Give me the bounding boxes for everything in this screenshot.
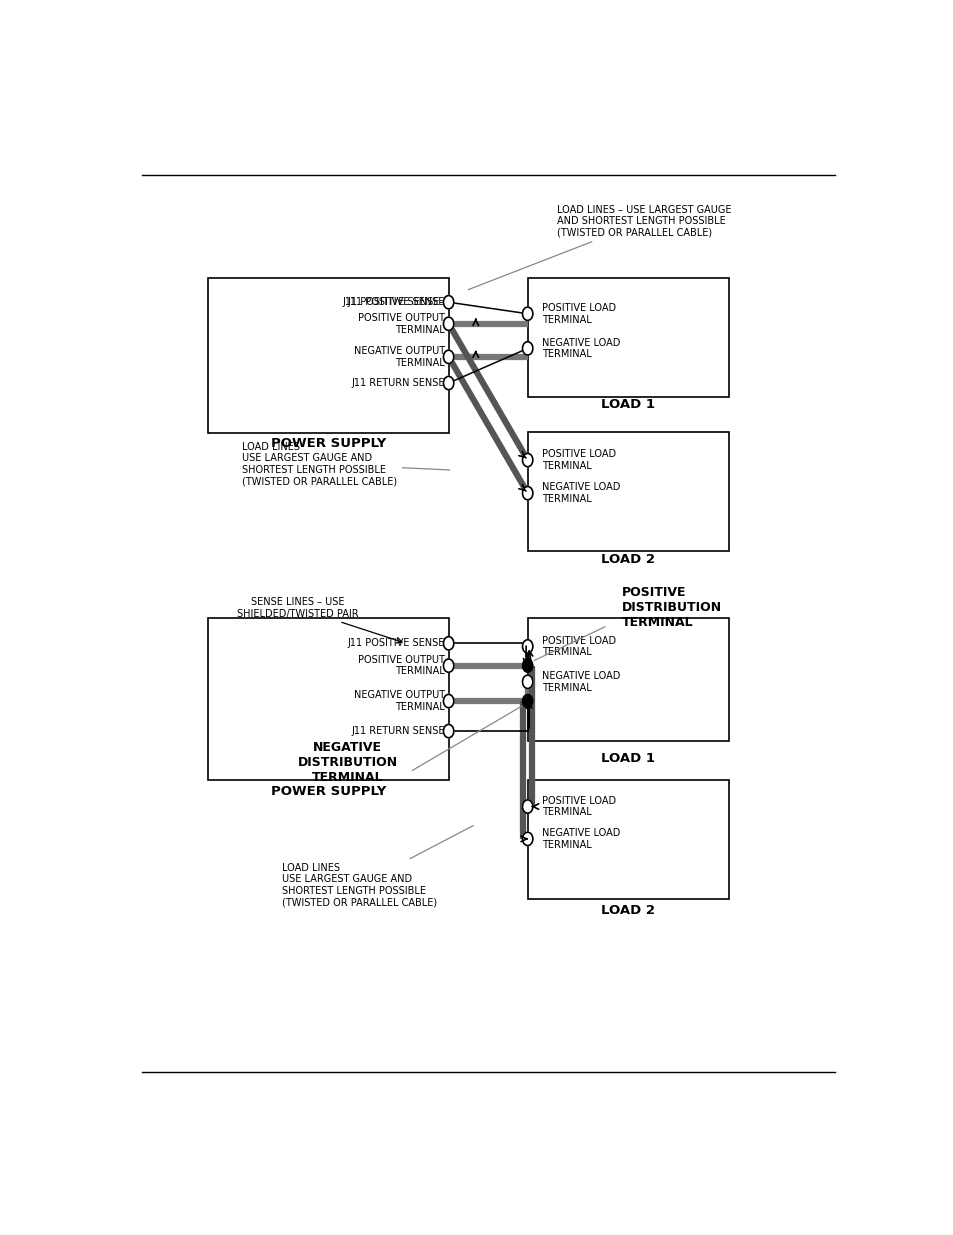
Circle shape (443, 295, 454, 309)
Text: LOAD 2: LOAD 2 (600, 553, 655, 566)
Text: LOAD 2: LOAD 2 (600, 904, 655, 918)
Text: POSITIVE LOAD
TERMINAL: POSITIVE LOAD TERMINAL (541, 303, 615, 325)
Text: POWER SUPPLY: POWER SUPPLY (271, 437, 386, 450)
Circle shape (522, 832, 533, 846)
FancyBboxPatch shape (527, 779, 728, 899)
Circle shape (443, 659, 454, 672)
Circle shape (443, 351, 454, 363)
Text: NEGATIVE OUTPUT
TERMINAL: NEGATIVE OUTPUT TERMINAL (354, 346, 444, 368)
Circle shape (522, 694, 533, 708)
Text: NEGATIVE LOAD
TERMINAL: NEGATIVE LOAD TERMINAL (541, 483, 619, 504)
FancyBboxPatch shape (208, 618, 448, 779)
Text: J11 POSITIVE SENSE: J11 POSITIVE SENSE (347, 298, 444, 308)
Text: NEGATIVE
DISTRIBUTION
TERMINAL: NEGATIVE DISTRIBUTION TERMINAL (297, 741, 397, 784)
FancyBboxPatch shape (527, 278, 728, 396)
Text: J11 POSITIVE SENSE–: J11 POSITIVE SENSE– (342, 298, 444, 308)
Text: J11 RETURN SENSE: J11 RETURN SENSE (351, 726, 444, 736)
Text: POWER SUPPLY: POWER SUPPLY (271, 784, 386, 798)
FancyBboxPatch shape (527, 431, 728, 551)
Text: NEGATIVE LOAD
TERMINAL: NEGATIVE LOAD TERMINAL (541, 337, 619, 359)
Text: NEGATIVE OUTPUT
TERMINAL: NEGATIVE OUTPUT TERMINAL (354, 690, 444, 711)
Text: LOAD 1: LOAD 1 (600, 398, 655, 411)
FancyBboxPatch shape (208, 278, 448, 433)
Text: POSITIVE
DISTRIBUTION
TERMINAL: POSITIVE DISTRIBUTION TERMINAL (620, 587, 720, 630)
FancyBboxPatch shape (527, 618, 728, 741)
Text: NEGATIVE LOAD
TERMINAL: NEGATIVE LOAD TERMINAL (541, 829, 619, 850)
Text: LOAD 1: LOAD 1 (600, 752, 655, 764)
Text: POSITIVE OUTPUT
TERMINAL: POSITIVE OUTPUT TERMINAL (357, 312, 444, 335)
Circle shape (443, 694, 454, 708)
Text: POSITIVE LOAD
TERMINAL: POSITIVE LOAD TERMINAL (541, 450, 615, 471)
Circle shape (522, 308, 533, 320)
Circle shape (522, 659, 533, 672)
Circle shape (443, 377, 454, 390)
Circle shape (522, 453, 533, 467)
Text: POSITIVE OUTPUT
TERMINAL: POSITIVE OUTPUT TERMINAL (357, 655, 444, 677)
Circle shape (443, 637, 454, 650)
Text: LOAD LINES – USE LARGEST GAUGE
AND SHORTEST LENGTH POSSIBLE
(TWISTED OR PARALLEL: LOAD LINES – USE LARGEST GAUGE AND SHORT… (468, 205, 731, 290)
Text: NEGATIVE LOAD
TERMINAL: NEGATIVE LOAD TERMINAL (541, 671, 619, 693)
Circle shape (522, 487, 533, 500)
Text: LOAD LINES
USE LARGEST GAUGE AND
SHORTEST LENGTH POSSIBLE
(TWISTED OR PARALLEL C: LOAD LINES USE LARGEST GAUGE AND SHORTES… (241, 441, 449, 487)
Circle shape (522, 676, 533, 688)
Text: LOAD LINES
USE LARGEST GAUGE AND
SHORTEST LENGTH POSSIBLE
(TWISTED OR PARALLEL C: LOAD LINES USE LARGEST GAUGE AND SHORTES… (282, 825, 473, 908)
Circle shape (522, 342, 533, 354)
Circle shape (522, 800, 533, 813)
Text: POSITIVE LOAD
TERMINAL: POSITIVE LOAD TERMINAL (541, 636, 615, 657)
Text: J11 POSITIVE SENSE: J11 POSITIVE SENSE (347, 638, 444, 648)
Circle shape (443, 317, 454, 331)
Text: SENSE LINES – USE
SHIELDED/TWISTED PAIR: SENSE LINES – USE SHIELDED/TWISTED PAIR (236, 597, 401, 643)
Circle shape (443, 725, 454, 737)
Text: J11 RETURN SENSE: J11 RETURN SENSE (351, 378, 444, 388)
Text: POSITIVE LOAD
TERMINAL: POSITIVE LOAD TERMINAL (541, 795, 615, 818)
Circle shape (522, 640, 533, 653)
